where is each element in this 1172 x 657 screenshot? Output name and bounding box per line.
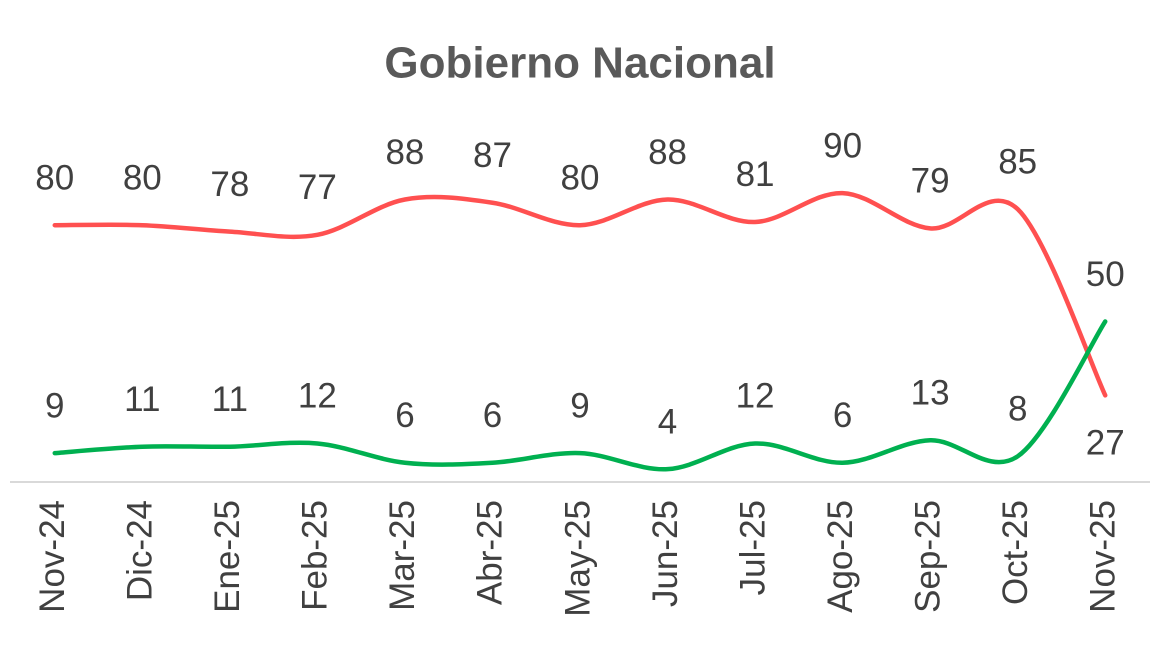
data-label: 12 <box>298 377 337 416</box>
data-label: 88 <box>385 133 424 172</box>
x-tick-label: Sep-25 <box>908 500 947 613</box>
x-tick-label: Oct-25 <box>996 500 1035 605</box>
data-label: 90 <box>823 126 862 165</box>
data-label: 77 <box>298 168 337 207</box>
data-label: 12 <box>736 377 775 416</box>
x-tick-label: Jul-25 <box>733 500 772 595</box>
data-label: 80 <box>35 158 74 197</box>
data-label: 8 <box>1008 390 1027 429</box>
data-label: 11 <box>124 380 160 419</box>
series-line <box>52 319 1108 472</box>
data-label: 81 <box>736 155 775 194</box>
data-label: 6 <box>483 396 502 435</box>
x-tick-label: Jun-25 <box>646 500 685 607</box>
data-label: 50 <box>1086 255 1125 294</box>
data-label: 78 <box>210 165 249 204</box>
data-label: 6 <box>395 396 414 435</box>
x-tick-label: Nov-24 <box>33 500 72 613</box>
x-tick-label: May-25 <box>558 500 597 617</box>
x-tick-label: Mar-25 <box>383 500 422 611</box>
data-label: 80 <box>123 158 162 197</box>
data-label: 9 <box>570 386 589 425</box>
data-label: 4 <box>658 402 677 441</box>
data-label: 6 <box>833 396 852 435</box>
x-tick-label: Abr-25 <box>471 500 510 605</box>
x-tick-label: Nov-25 <box>1083 500 1122 613</box>
series-line <box>52 190 1108 398</box>
x-tick-label: Ago-25 <box>821 500 860 613</box>
x-tick-label: Dic-24 <box>121 500 160 601</box>
data-label: 9 <box>45 386 64 425</box>
x-tick-label: Ene-25 <box>208 500 247 613</box>
x-tick-label: Feb-25 <box>296 500 335 611</box>
data-label: 27 <box>1086 424 1125 463</box>
data-label: 13 <box>911 374 950 413</box>
data-label: 87 <box>473 136 512 175</box>
data-label: 88 <box>648 133 687 172</box>
data-label: 11 <box>212 380 248 419</box>
data-label: 79 <box>911 162 950 201</box>
data-label: 85 <box>998 142 1037 181</box>
data-label: 80 <box>561 158 600 197</box>
chart-title: Gobierno Nacional <box>384 39 775 88</box>
